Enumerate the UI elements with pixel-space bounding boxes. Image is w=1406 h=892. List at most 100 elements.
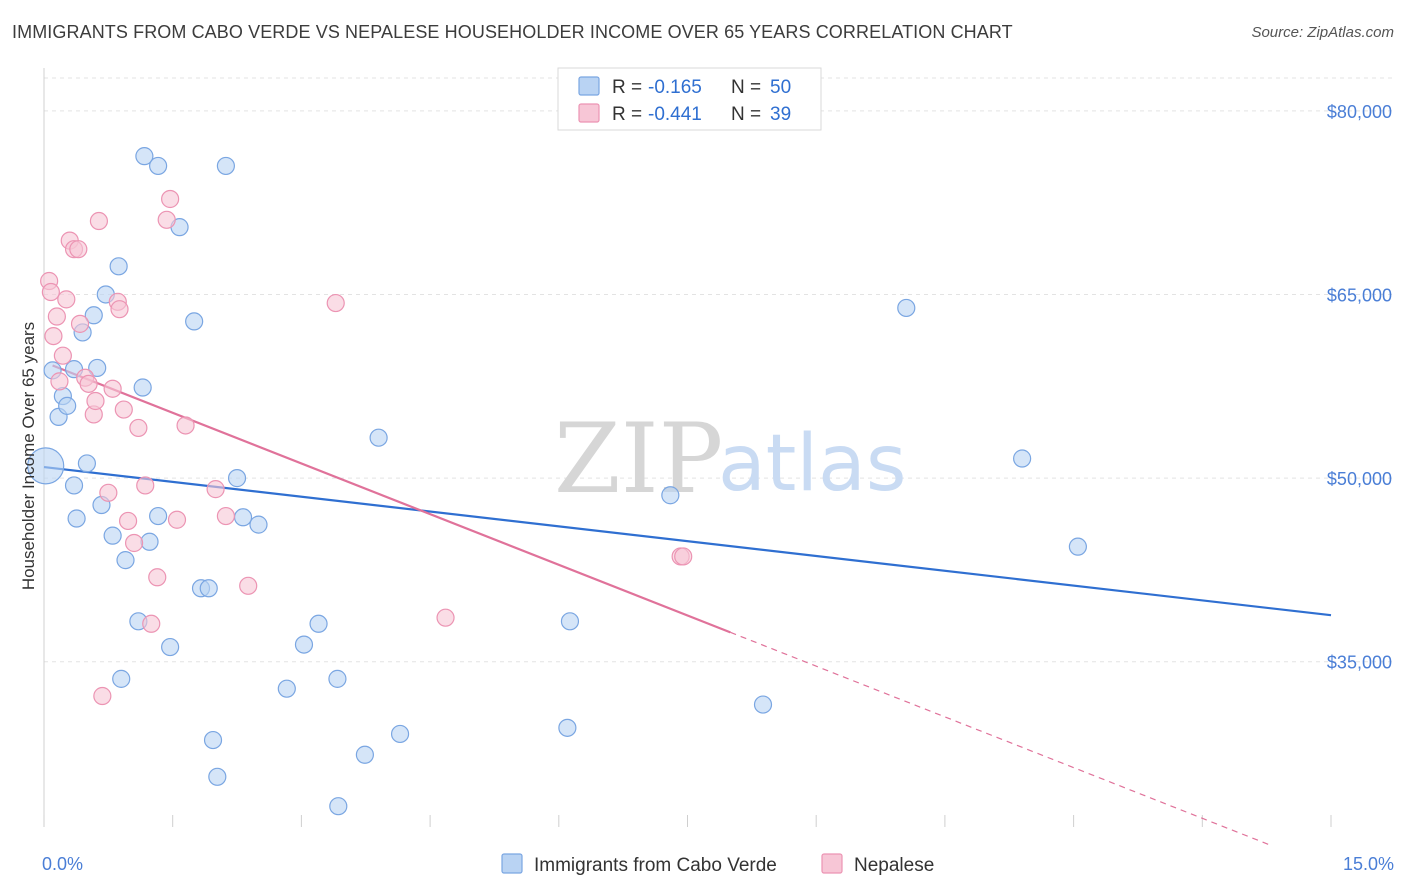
point-pink-14 — [86, 391, 105, 411]
trend-line-pink — [52, 364, 731, 634]
point-pink-17 — [99, 483, 118, 502]
point-pink-27 — [148, 568, 167, 587]
grid-layer — [44, 77, 1392, 663]
point-blue-31 — [227, 469, 247, 488]
y-axis-label: Householder Income Over 65 years — [19, 322, 38, 590]
legend-r-value-blue: -0.165 — [648, 77, 702, 98]
point-pink-15 — [89, 211, 109, 231]
top-legend-box — [557, 67, 822, 131]
points-layer — [27, 147, 1087, 816]
bottom-legend-swatch-pink — [821, 853, 843, 874]
point-pink-2 — [44, 326, 63, 346]
point-pink-22 — [118, 511, 138, 531]
point-blue-36 — [309, 614, 328, 633]
point-pink-28 — [157, 210, 176, 229]
point-blue-14 — [109, 257, 128, 276]
trend-layer — [43, 364, 1332, 846]
point-pink-34 — [239, 576, 258, 595]
point-blue-10 — [88, 358, 107, 378]
point-pink-6 — [57, 290, 76, 309]
point-pink-4 — [50, 372, 69, 391]
point-pink-31 — [176, 416, 195, 435]
point-blue-16 — [112, 669, 131, 688]
point-blue-42 — [558, 718, 577, 737]
point-blue-15 — [116, 551, 135, 570]
chart-title: IMMIGRANTS FROM CABO VERDE VS NEPALESE H… — [12, 22, 1013, 42]
point-pink-16 — [93, 686, 112, 706]
point-blue-39 — [355, 745, 374, 764]
bottom-legend: Immigrants from Cabo Verde Nepalese — [501, 853, 934, 876]
point-blue-18 — [133, 378, 152, 397]
axis-layer: $35,000 $50,000 $65,000 $80,000 0.0% 15.0% — [42, 68, 1394, 874]
watermark-atlas: atlas — [718, 419, 907, 509]
point-blue-44 — [661, 486, 680, 505]
y-tick-label-0: $35,000 — [1327, 653, 1392, 673]
point-pink-1 — [41, 282, 60, 302]
point-blue-13 — [103, 526, 122, 545]
top-legend: R = -0.165 N = 50 R = -0.441 N = 39 — [557, 67, 822, 131]
y-tick-label-2: $65,000 — [1327, 285, 1392, 305]
legend-r-value-pink: -0.441 — [648, 104, 702, 125]
y-tick-label-1: $50,000 — [1327, 469, 1392, 489]
point-blue-38 — [329, 797, 348, 816]
point-blue-25 — [185, 312, 204, 331]
point-pink-35 — [326, 293, 345, 313]
point-pink-25 — [136, 476, 155, 495]
bottom-legend-swatch-blue — [501, 853, 523, 874]
point-blue-20 — [140, 532, 159, 551]
point-pink-23 — [124, 533, 144, 553]
point-blue-6 — [67, 509, 86, 528]
point-pink-32 — [206, 480, 225, 499]
point-pink-38 — [674, 547, 693, 566]
point-blue-35 — [294, 635, 314, 654]
point-blue-33 — [249, 515, 268, 534]
point-blue-41 — [390, 724, 410, 744]
point-pink-26 — [142, 614, 161, 633]
point-blue-5 — [64, 476, 84, 495]
point-blue-32 — [233, 508, 253, 527]
point-blue-48 — [1068, 537, 1087, 556]
legend-swatch-pink — [578, 103, 600, 123]
point-blue-37 — [328, 669, 347, 688]
point-pink-33 — [216, 506, 235, 526]
legend-r-label-blue: R = — [612, 77, 642, 98]
point-pink-18 — [103, 379, 122, 398]
legend-n-value-pink: 39 — [770, 104, 791, 125]
point-blue-21 — [149, 156, 168, 176]
point-pink-10 — [70, 314, 90, 333]
point-blue-47 — [1013, 449, 1032, 468]
watermark-zip: ZIP — [554, 403, 723, 515]
legend-swatch-blue — [578, 76, 600, 96]
trend-line-extension-pink — [730, 631, 1272, 846]
watermark: ZIP atlas — [554, 403, 907, 515]
point-pink-24 — [129, 418, 148, 438]
point-blue-29 — [208, 767, 227, 786]
point-pink-36 — [436, 608, 455, 627]
point-blue-46 — [897, 298, 916, 318]
point-blue-9 — [84, 306, 103, 325]
point-blue-34 — [277, 679, 296, 698]
point-blue-28 — [203, 730, 223, 750]
x-tick-label-0: 0.0% — [42, 854, 83, 874]
x-tick-label-1: 15.0% — [1343, 854, 1394, 874]
legend-r-label-pink: R = — [612, 104, 642, 125]
point-blue-30 — [216, 156, 235, 176]
legend-n-value-blue: 50 — [770, 77, 791, 98]
point-blue-7 — [77, 454, 97, 473]
point-pink-30 — [167, 510, 187, 529]
bottom-legend-label-blue: Immigrants from Cabo Verde — [534, 855, 777, 876]
trend-line-blue — [43, 465, 1332, 617]
point-blue-19 — [135, 147, 154, 166]
point-blue-23 — [161, 637, 180, 657]
point-pink-12 — [79, 374, 98, 393]
point-blue-43 — [560, 612, 580, 631]
legend-n-label-pink: N = — [731, 104, 761, 125]
point-blue-22 — [149, 506, 168, 526]
chart-source: Source: ZipAtlas.com — [1251, 24, 1394, 41]
point-blue-40 — [369, 428, 388, 447]
point-blue-4 — [58, 396, 77, 415]
point-pink-20 — [110, 300, 129, 319]
point-pink-9 — [69, 240, 88, 259]
y-tick-label-3: $80,000 — [1327, 102, 1392, 122]
